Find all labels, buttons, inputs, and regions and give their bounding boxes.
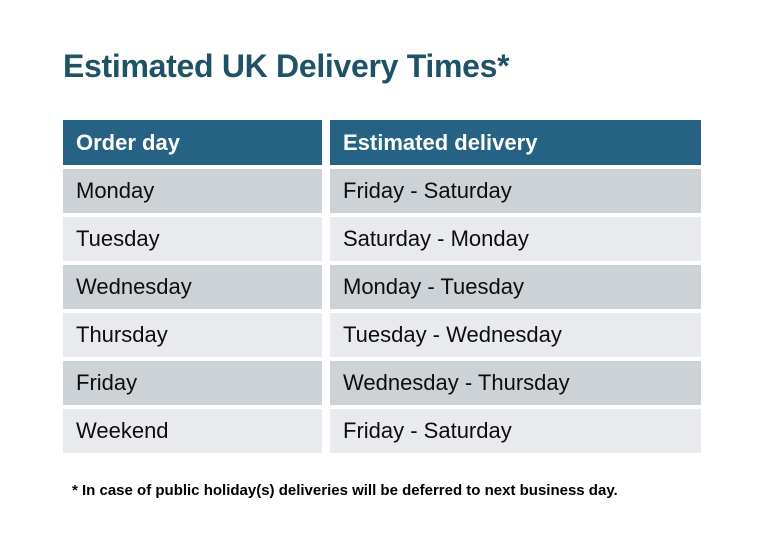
- order-day-cell: Monday: [63, 169, 322, 213]
- estimated-delivery-cell: Wednesday - Thursday: [330, 361, 701, 405]
- estimated-delivery-cell: Friday - Saturday: [330, 409, 701, 453]
- estimated-delivery-cell: Friday - Saturday: [330, 169, 701, 213]
- column-header-order-day: Order day: [63, 120, 322, 165]
- table-row: Tuesday Saturday - Monday: [63, 217, 701, 261]
- page-title: Estimated UK Delivery Times*: [63, 48, 510, 84]
- footnote: * In case of public holiday(s) deliverie…: [72, 482, 618, 499]
- delivery-times-table: Order day Estimated delivery Monday Frid…: [63, 120, 701, 453]
- column-header-estimated-delivery: Estimated delivery: [330, 120, 701, 165]
- table-row: Friday Wednesday - Thursday: [63, 361, 701, 405]
- table-row: Wednesday Monday - Tuesday: [63, 265, 701, 309]
- table-row: Weekend Friday - Saturday: [63, 409, 701, 453]
- table-row: Monday Friday - Saturday: [63, 169, 701, 213]
- order-day-cell: Weekend: [63, 409, 322, 453]
- estimated-delivery-cell: Monday - Tuesday: [330, 265, 701, 309]
- order-day-cell: Thursday: [63, 313, 322, 357]
- estimated-delivery-cell: Saturday - Monday: [330, 217, 701, 261]
- table-body: Monday Friday - Saturday Tuesday Saturda…: [63, 169, 701, 453]
- estimated-delivery-cell: Tuesday - Wednesday: [330, 313, 701, 357]
- order-day-cell: Wednesday: [63, 265, 322, 309]
- order-day-cell: Tuesday: [63, 217, 322, 261]
- table-row: Thursday Tuesday - Wednesday: [63, 313, 701, 357]
- table-header-row: Order day Estimated delivery: [63, 120, 701, 165]
- order-day-cell: Friday: [63, 361, 322, 405]
